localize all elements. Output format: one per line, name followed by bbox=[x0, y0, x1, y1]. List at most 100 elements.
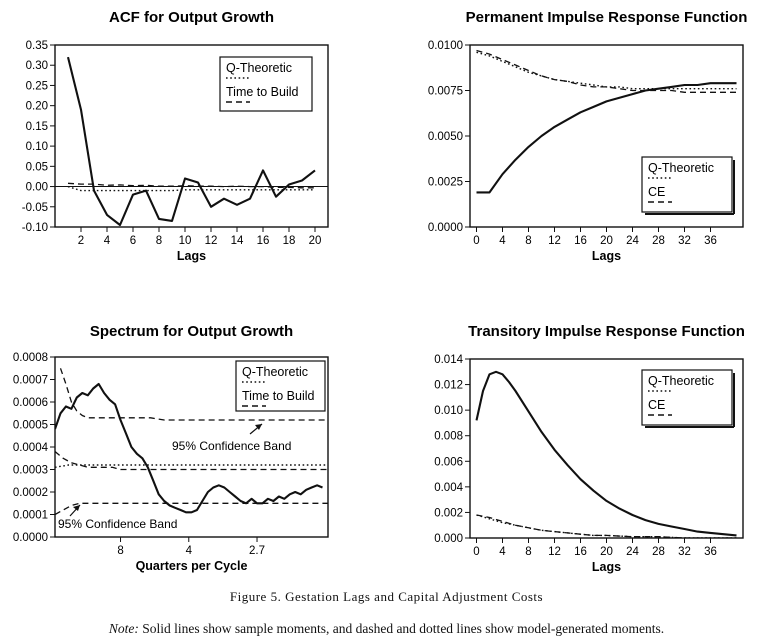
series-sample-line bbox=[55, 382, 323, 514]
panel-acf: ACF for Output Growth -0.10 -0.05 0.00 0.05 0… bbox=[22, 9, 329, 263]
x-tick-label: 28 bbox=[652, 235, 665, 247]
series-ce-line bbox=[476, 49, 737, 93]
legend-entry-label: Q-Theoretic bbox=[648, 374, 714, 388]
series-95-confidence-band-line bbox=[55, 502, 328, 516]
x-tick-label: 2.7 bbox=[249, 545, 265, 557]
legend-box bbox=[235, 360, 326, 412]
x-tick-label: 20 bbox=[309, 235, 322, 247]
y-tick-label: 0.012 bbox=[434, 380, 463, 392]
series-sample-line bbox=[475, 370, 737, 537]
y-tick-label: 0.0075 bbox=[428, 86, 463, 98]
y-tick-label: 0.0003 bbox=[13, 465, 48, 477]
x-tick-label: 32 bbox=[678, 546, 691, 558]
series-q-theoretic-line bbox=[476, 51, 737, 90]
figure-note: Note: Solid lines show sample moments, a… bbox=[0, 621, 773, 637]
x-tick-label: 32 bbox=[678, 235, 691, 247]
y-tick-label: 0.35 bbox=[26, 40, 48, 52]
x-tick-label: 6 bbox=[130, 235, 136, 247]
panel-title: ACF for Output Growth bbox=[109, 9, 274, 26]
y-tick-label: 0.10 bbox=[26, 141, 48, 153]
series-time-to-build-line bbox=[55, 450, 328, 471]
y-tick-label: 0.0050 bbox=[428, 131, 463, 143]
y-tick-label: 0.0006 bbox=[13, 397, 48, 409]
x-tick-label: 4 bbox=[499, 235, 506, 247]
caption-text: Figure 5. Gestation Lags and Capital Adj… bbox=[229, 589, 544, 604]
series-time-to-build-line bbox=[67, 182, 315, 189]
y-tick-label: 0.0005 bbox=[13, 420, 48, 432]
y-tick-label: 0.15 bbox=[26, 121, 48, 133]
panel-title: Spectrum for Output Growth bbox=[90, 323, 293, 340]
y-tick-label: 0.008 bbox=[434, 431, 463, 443]
x-tick-label: 4 bbox=[104, 235, 111, 247]
x-tick-label: 16 bbox=[257, 235, 270, 247]
y-tick-label: 0.004 bbox=[434, 482, 463, 494]
y-tick-label: 0.0004 bbox=[13, 442, 49, 454]
x-tick-label: 36 bbox=[704, 546, 717, 558]
x-tick-label: 16 bbox=[574, 546, 587, 558]
series-q-theoretic-line bbox=[55, 464, 328, 468]
y-tick-label: 0.0008 bbox=[13, 352, 48, 364]
legend-entry-label: Q-Theoretic bbox=[226, 61, 292, 75]
legend: Q-Theoretic Time to Build bbox=[219, 56, 313, 112]
x-tick-label: 0 bbox=[473, 235, 479, 247]
x-tick-label: 24 bbox=[626, 235, 639, 247]
x-tick-label: 24 bbox=[626, 546, 639, 558]
y-tick-label: 0.30 bbox=[26, 60, 48, 72]
x-tick-label: 20 bbox=[600, 546, 613, 558]
series-q-theoretic-line bbox=[67, 185, 315, 192]
y-tick-label: 0.0000 bbox=[428, 222, 463, 234]
y-tick-label: 0.00 bbox=[26, 182, 48, 194]
x-tick-label: 8 bbox=[117, 545, 123, 557]
x-tick-label: 4 bbox=[499, 546, 506, 558]
series-sample-line bbox=[66, 56, 316, 227]
y-tick-label: 0.0000 bbox=[13, 532, 48, 544]
x-tick-label: 2 bbox=[78, 235, 84, 247]
legend: Q-Theoretic Time to Build bbox=[235, 360, 326, 412]
x-axis-label: Quarters per Cycle bbox=[136, 559, 248, 573]
panel-perm: Permanent Impulse Response Function 0.000… bbox=[428, 9, 748, 263]
x-axis-label: Lags bbox=[592, 560, 621, 574]
legend-entry-label: Time to Build bbox=[226, 85, 299, 99]
legend-entry-label: Time to Build bbox=[242, 389, 315, 403]
x-tick-label: 4 bbox=[186, 545, 193, 557]
confidence-band-annotation: 95% Confidence Band bbox=[172, 439, 291, 453]
y-tick-label: 0.000 bbox=[434, 533, 463, 545]
panel-spec: Spectrum for Output Growth 0.0000 0.0001 0.… bbox=[13, 323, 329, 573]
legend: Q-Theoretic CE bbox=[641, 369, 735, 428]
y-tick-label: 0.006 bbox=[434, 456, 463, 468]
x-tick-label: 12 bbox=[548, 546, 561, 558]
x-tick-label: 8 bbox=[525, 235, 531, 247]
x-tick-label: 12 bbox=[205, 235, 218, 247]
x-tick-label: 18 bbox=[283, 235, 296, 247]
x-tick-label: 12 bbox=[548, 235, 561, 247]
y-tick-label: 0.010 bbox=[434, 405, 463, 417]
x-tick-label: 36 bbox=[704, 235, 717, 247]
x-axis-label: Lags bbox=[592, 249, 621, 263]
x-tick-label: 0 bbox=[473, 546, 479, 558]
y-tick-label: 0.0001 bbox=[13, 510, 48, 522]
legend-box bbox=[641, 156, 733, 213]
legend-entry-label: CE bbox=[648, 185, 665, 199]
y-tick-label: 0.002 bbox=[434, 507, 463, 519]
legend-entry-label: Q-Theoretic bbox=[648, 161, 714, 175]
legend: Q-Theoretic CE bbox=[641, 156, 735, 215]
x-tick-label: 8 bbox=[156, 235, 162, 247]
x-tick-label: 10 bbox=[179, 235, 192, 247]
x-tick-label: 8 bbox=[525, 546, 531, 558]
note-text: Solid lines show sample moments, and das… bbox=[142, 621, 665, 636]
series-ce-line bbox=[476, 514, 737, 538]
y-tick-label: -0.05 bbox=[22, 202, 48, 214]
panel-title: Transitory Impulse Response Function bbox=[468, 323, 745, 340]
series-sample-line bbox=[476, 82, 737, 194]
series-95-confidence-band-line bbox=[59, 368, 328, 421]
x-tick-label: 20 bbox=[600, 235, 613, 247]
annotation-arrowhead bbox=[255, 424, 262, 430]
plot-frame bbox=[54, 44, 329, 228]
y-tick-label: 0.014 bbox=[434, 354, 463, 366]
y-tick-label: -0.10 bbox=[22, 222, 48, 234]
legend-entry-label: CE bbox=[648, 398, 665, 412]
y-tick-label: 0.0002 bbox=[13, 487, 48, 499]
y-tick-label: 0.05 bbox=[26, 161, 48, 173]
y-tick-label: 0.0007 bbox=[13, 375, 48, 387]
x-tick-label: 14 bbox=[231, 235, 244, 247]
